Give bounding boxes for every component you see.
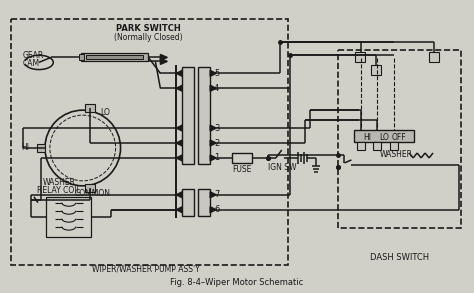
- Polygon shape: [176, 85, 182, 91]
- Bar: [81, 53, 148, 62]
- Text: 4: 4: [214, 84, 219, 93]
- Polygon shape: [160, 58, 167, 64]
- Text: (Normally Closed): (Normally Closed): [114, 33, 183, 42]
- Text: PARK SWITCH: PARK SWITCH: [116, 24, 181, 33]
- Text: HI: HI: [364, 132, 372, 142]
- Bar: [182, 189, 194, 216]
- Text: Fig. 8-4–Wiper Motor Schematic: Fig. 8-4–Wiper Motor Schematic: [170, 278, 304, 287]
- Text: IGN SW: IGN SW: [267, 163, 296, 172]
- Text: COMMON: COMMON: [75, 189, 111, 198]
- Text: HI: HI: [21, 144, 29, 152]
- Bar: [86, 55, 144, 59]
- Text: LO: LO: [379, 132, 389, 142]
- Polygon shape: [210, 140, 216, 146]
- Text: OFF: OFF: [392, 132, 407, 142]
- Text: 5: 5: [214, 69, 219, 78]
- Bar: [355, 130, 414, 142]
- Polygon shape: [176, 140, 182, 146]
- Bar: [85, 104, 95, 112]
- Text: FUSE: FUSE: [232, 165, 252, 174]
- Bar: [429, 52, 439, 62]
- Bar: [371, 65, 381, 75]
- Polygon shape: [176, 192, 182, 198]
- Text: 7: 7: [214, 190, 219, 199]
- Text: WASHER: WASHER: [379, 151, 412, 159]
- Bar: [198, 67, 210, 164]
- Polygon shape: [210, 192, 216, 198]
- Bar: [11, 19, 288, 265]
- Bar: [357, 142, 365, 150]
- Polygon shape: [176, 207, 182, 213]
- Text: WIPER/WASHER PUMP ASS'Y: WIPER/WASHER PUMP ASS'Y: [91, 265, 199, 274]
- Polygon shape: [176, 155, 182, 161]
- Bar: [374, 142, 381, 150]
- Text: 1: 1: [214, 154, 219, 162]
- Text: RELAY COIL: RELAY COIL: [37, 186, 81, 195]
- Text: CAM: CAM: [23, 59, 40, 68]
- Text: LO: LO: [100, 108, 110, 117]
- Bar: [79, 54, 84, 60]
- Bar: [182, 67, 194, 164]
- Bar: [356, 52, 365, 62]
- Polygon shape: [176, 70, 182, 76]
- Polygon shape: [210, 125, 216, 131]
- Text: DASH SWITCH: DASH SWITCH: [370, 253, 429, 262]
- Bar: [232, 153, 252, 163]
- Text: 6: 6: [214, 205, 219, 214]
- Bar: [37, 144, 45, 152]
- Polygon shape: [210, 70, 216, 76]
- Text: 2: 2: [214, 139, 219, 147]
- Bar: [85, 184, 95, 192]
- Bar: [198, 189, 210, 216]
- Polygon shape: [210, 85, 216, 91]
- Polygon shape: [210, 155, 216, 161]
- Polygon shape: [210, 207, 216, 213]
- Bar: [390, 142, 398, 150]
- Bar: [337, 50, 461, 228]
- Text: GEAR: GEAR: [23, 51, 44, 60]
- Text: 3: 3: [214, 124, 219, 133]
- Polygon shape: [160, 54, 167, 60]
- Polygon shape: [176, 125, 182, 131]
- Bar: [46, 197, 91, 236]
- Text: WASHER: WASHER: [42, 178, 75, 187]
